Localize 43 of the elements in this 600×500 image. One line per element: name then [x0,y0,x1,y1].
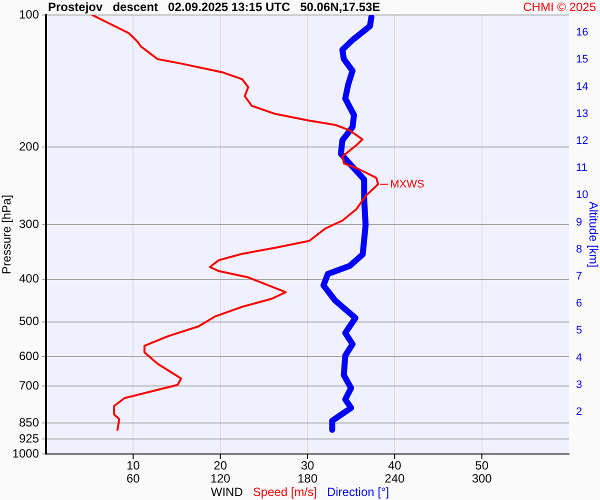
y2-tick-label: 10 [576,189,588,202]
y2-axis-title: Altitude [km] [586,201,600,268]
annotation: MXWS [390,178,424,190]
y2-tick-label: 16 [576,26,588,39]
x2-tick-label: 60 [126,471,140,486]
y2-tick-label: 11 [576,162,588,174]
y2-tick-label: 9 [576,216,582,228]
y-tick-label: 700 [18,378,40,392]
y-tick-label: 100 [18,7,40,22]
y-tick-label: 200 [18,139,40,154]
x-tick-label: 20 [214,458,228,472]
text: Direction [°] [326,485,390,499]
y2-tick-label: 14 [576,80,588,93]
y-tick-label: 500 [18,314,40,328]
y2-tick-label: 7 [576,270,582,283]
y-axis-title: Pressure [hPa] [0,194,14,274]
y2-tick-label: 6 [576,298,582,310]
x-tick-label: 50 [475,458,489,472]
y2-tick-label: 12 [576,135,588,148]
y2-tick-label: 5 [576,324,582,337]
y2-tick-label: 3 [576,378,582,391]
y-tick-label: 400 [18,272,40,286]
y2-tick-label: 2 [576,406,582,418]
y-tick-label: 600 [18,348,40,363]
x2-tick-label: 120 [210,471,231,486]
x2-tick-label: 240 [384,471,405,486]
y-tick-label: 300 [18,216,40,231]
y-tick-label: 1000 [12,446,40,460]
y2-tick-label: 8 [576,243,582,256]
y2-tick-label: 4 [576,352,582,364]
chart-title: Prostejov descent 02.09.2025 13:15 UTC 50.06N,17.53E [48,0,380,15]
text: CHMI © 2025 [523,0,596,15]
x-tick-label: 40 [388,458,402,472]
text: Speed [m/s] [252,485,317,499]
x-axis-title: WIND [210,485,243,499]
y2-tick-label: 15 [576,54,588,66]
x2-tick-label: 300 [472,471,492,486]
x-tick-label: 10 [126,458,140,472]
y-tick-label: 925 [18,431,40,446]
x-tick-label: 30 [300,458,314,472]
x2-tick-label: 180 [297,471,318,486]
y2-tick-label: 13 [576,108,588,120]
y-tick-label: 850 [18,415,40,430]
